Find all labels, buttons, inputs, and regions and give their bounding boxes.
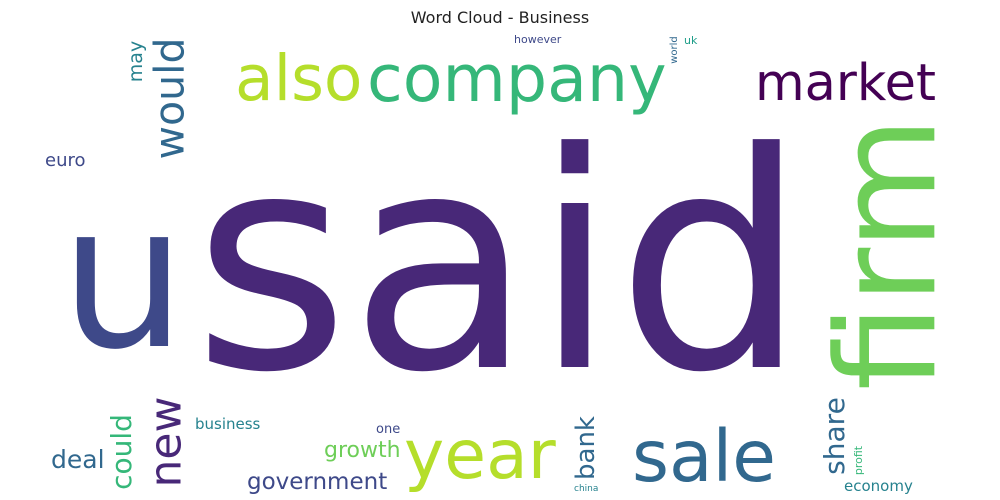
word-cloud: said firm year u would company also new sale mark… (40, 34, 960, 494)
cloud-word: company (367, 42, 667, 117)
cloud-word: may (124, 40, 147, 82)
chart-title: Word Cloud - Business (410, 8, 590, 27)
cloud-word: also (235, 42, 363, 115)
cloud-word: world (668, 36, 680, 64)
cloud-word: growth (324, 438, 401, 463)
cloud-word: china (574, 484, 599, 494)
cloud-word: year (404, 416, 556, 494)
cloud-word: said (193, 89, 807, 438)
cloud-word: bank (570, 416, 601, 480)
cloud-word: profit (851, 445, 865, 475)
cloud-word: could (104, 414, 138, 490)
cloud-word: one (376, 422, 401, 437)
cloud-word: business (195, 415, 261, 433)
cloud-word: uk (684, 34, 698, 47)
cloud-word: however (514, 34, 562, 46)
cloud-word: sale (632, 415, 776, 494)
cloud-word: market (755, 54, 936, 113)
cloud-word: would (145, 37, 194, 160)
cloud-word: economy (844, 477, 913, 494)
cloud-word: euro (45, 150, 86, 171)
cloud-word: new (139, 396, 191, 487)
cloud-word: government (247, 469, 388, 494)
cloud-word: u (60, 161, 187, 393)
cloud-word: firm (807, 116, 960, 390)
cloud-word: share (817, 397, 851, 475)
cloud-word: deal (51, 445, 105, 474)
